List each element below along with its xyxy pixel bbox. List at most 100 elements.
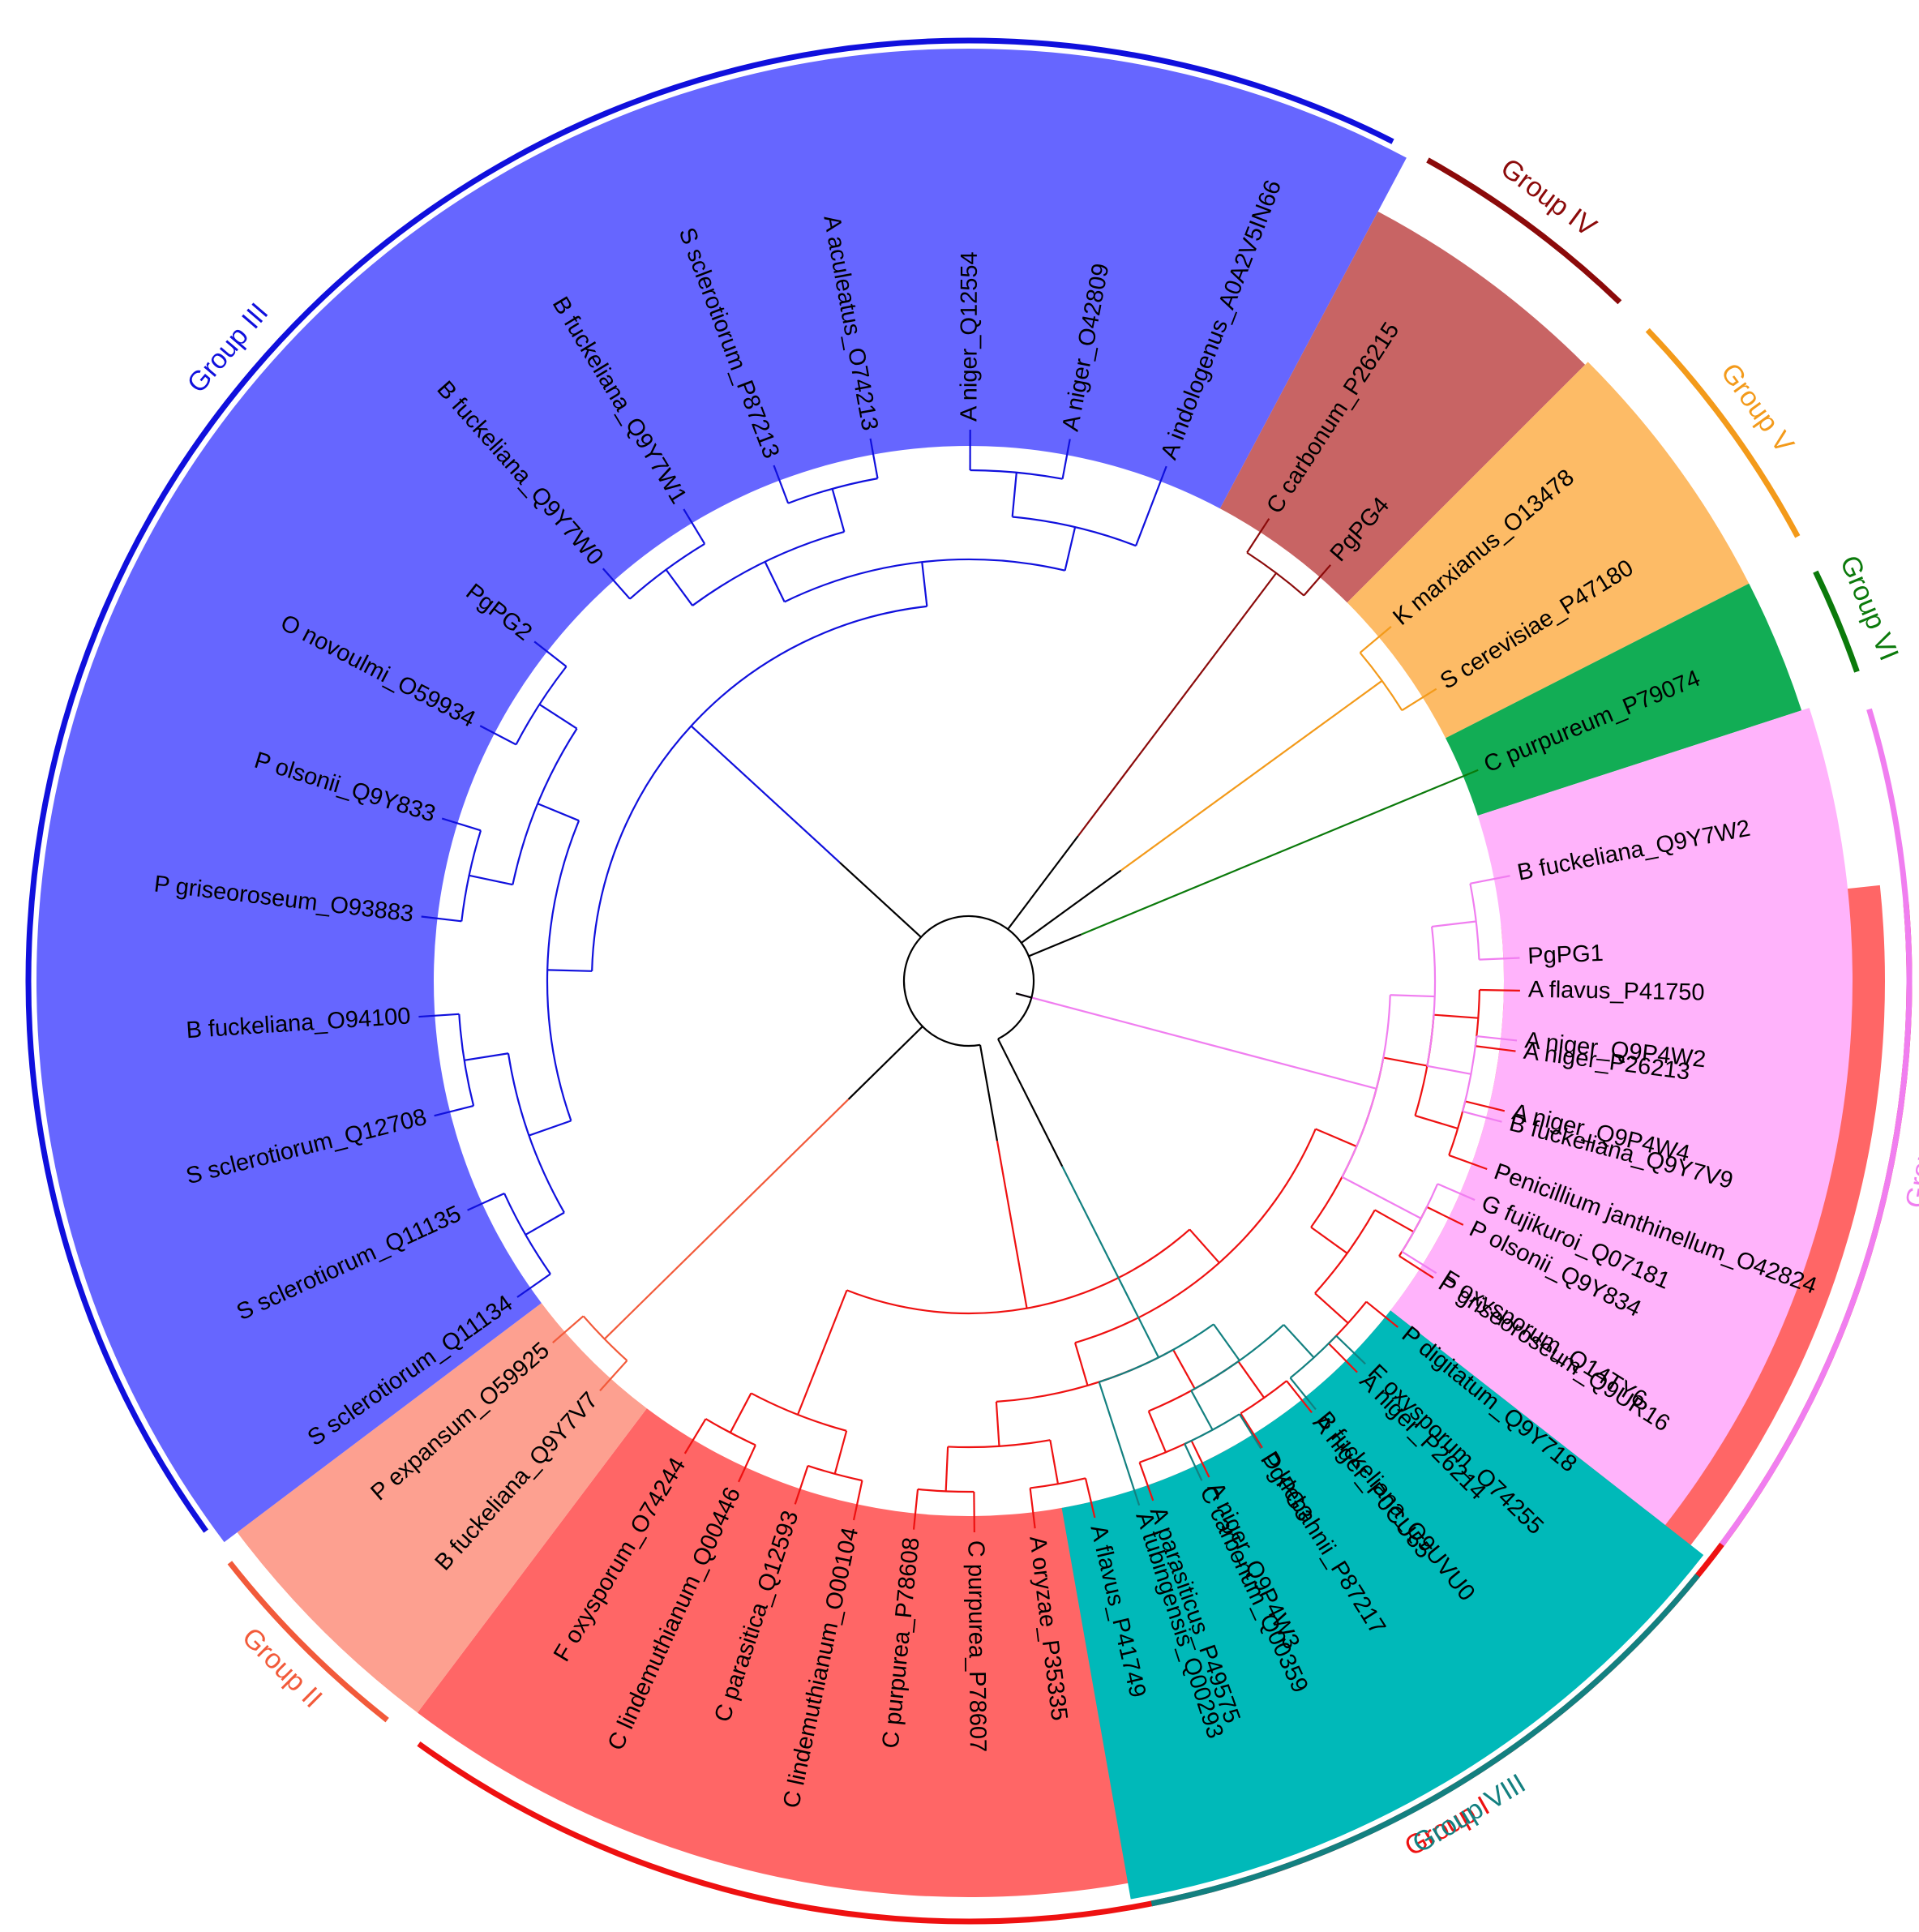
branch: [1359, 626, 1392, 653]
arc-group-viii: [1150, 1573, 1700, 1907]
branch: [1237, 1360, 1266, 1399]
branch: [441, 817, 482, 832]
branch: [1077, 572, 1278, 837]
branch: [629, 542, 705, 600]
branch: [796, 1289, 848, 1416]
branch: [1213, 1323, 1240, 1361]
branch: [1479, 957, 1520, 961]
branch: [1383, 1056, 1428, 1067]
branch: [1238, 1413, 1262, 1450]
branch: [1315, 1128, 1357, 1148]
sector-group-viii: [1061, 1310, 1704, 1900]
branch: [1172, 1349, 1196, 1390]
branch: [945, 1446, 949, 1492]
branch: [1415, 1115, 1459, 1130]
leaf-label: C purpurea_P78607: [962, 1540, 991, 1753]
branch: [665, 568, 694, 606]
branch: [764, 561, 786, 602]
branch: [1098, 1382, 1141, 1506]
branch: [1401, 1250, 1437, 1274]
branch: [1335, 1334, 1366, 1365]
branch: [729, 1392, 752, 1433]
branch: [1479, 988, 1520, 992]
branch: [1314, 1292, 1349, 1324]
branch: [460, 829, 482, 922]
group-label-vi: Group VI: [1834, 551, 1904, 665]
branch: [1426, 1206, 1464, 1226]
branch: [1476, 1035, 1518, 1042]
arc-group-vi: [1813, 570, 1860, 673]
branch: [1303, 564, 1331, 597]
branch: [418, 1013, 460, 1018]
branch: [1464, 1100, 1506, 1112]
branch: [1081, 769, 1479, 936]
branch: [833, 1430, 848, 1475]
branch: [1015, 992, 1032, 999]
branch: [1286, 1380, 1313, 1414]
branch: [467, 1192, 505, 1211]
branch: [1190, 1390, 1214, 1431]
branch: [690, 725, 841, 863]
sector-group-iv: [1219, 211, 1586, 603]
branch: [599, 1360, 628, 1392]
branch: [591, 605, 927, 971]
branch: [1120, 679, 1383, 872]
branch: [1021, 869, 1122, 944]
branch: [839, 862, 922, 938]
branch: [1064, 526, 1077, 571]
branch: [1007, 835, 1079, 930]
branch: [1184, 1443, 1203, 1481]
sector-group-iii: [36, 48, 1407, 1543]
branch: [515, 666, 568, 745]
branch: [912, 1489, 919, 1530]
branch: [1310, 1226, 1348, 1254]
arc-group-v: [1645, 328, 1801, 538]
branch: [1011, 472, 1017, 517]
leaf-label: PgPG1: [1527, 940, 1604, 970]
branch: [1328, 1343, 1358, 1373]
branch: [469, 874, 513, 886]
branch: [525, 1211, 565, 1236]
branch: [979, 1044, 998, 1142]
branch: [1189, 1228, 1220, 1264]
branch: [1374, 1209, 1415, 1233]
tree-branches: [418, 429, 1520, 1532]
branch: [705, 1418, 756, 1446]
branch: [1049, 1439, 1060, 1484]
branch: [1015, 992, 1377, 1090]
branch: [603, 1099, 850, 1340]
sector-group-ii: [237, 1303, 647, 1713]
branch: [1246, 518, 1270, 554]
branch: [602, 568, 631, 600]
branch: [846, 1228, 1191, 1315]
branch: [847, 1026, 923, 1100]
branch: [533, 640, 568, 668]
branch: [1433, 1013, 1479, 1019]
leaf-label: A niger_Q12554: [956, 251, 983, 422]
branch: [538, 703, 578, 730]
branch: [997, 1038, 1064, 1167]
group-sectors: [36, 48, 1886, 1900]
branch: [1138, 1462, 1154, 1501]
branch: [683, 1418, 707, 1454]
branch: [434, 1104, 474, 1117]
branch: [1084, 1478, 1096, 1519]
branch: [794, 1465, 809, 1505]
branch: [1061, 1166, 1160, 1358]
branch: [1448, 1154, 1488, 1171]
branch: [1135, 465, 1167, 546]
branch: [1240, 1380, 1287, 1415]
branch: [1399, 1255, 1434, 1279]
sector-group-vi: [1446, 583, 1802, 816]
branch: [1401, 688, 1437, 712]
branch: [1437, 1183, 1476, 1202]
branch: [683, 508, 706, 545]
sector-group-v: [1347, 362, 1750, 739]
group-arcs: [25, 37, 1913, 1925]
branch: [738, 1444, 756, 1483]
group-label-iv: Group IV: [1495, 152, 1602, 243]
branch: [1341, 1176, 1422, 1219]
branch: [464, 1052, 509, 1061]
group-label-ii: Group II: [236, 1621, 328, 1714]
